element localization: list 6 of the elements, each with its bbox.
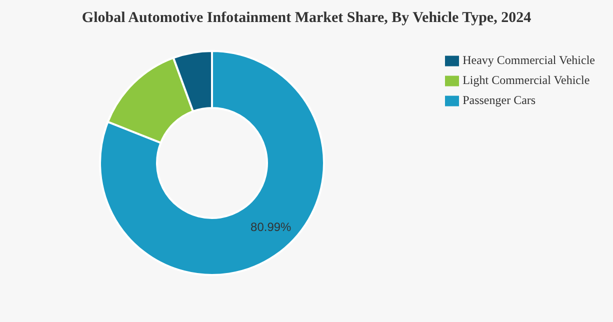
- chart-title: Global Automotive Infotainment Market Share, By Vehicle Type, 2024: [80, 10, 532, 27]
- legend-label: Heavy Commercial Vehicle: [462, 53, 595, 67]
- legend-label: Light Commercial Vehicle: [462, 73, 590, 87]
- legend-label: Passenger Cars: [462, 93, 536, 107]
- donut-slice: [99, 50, 325, 276]
- data-label: 80.99%: [250, 220, 292, 234]
